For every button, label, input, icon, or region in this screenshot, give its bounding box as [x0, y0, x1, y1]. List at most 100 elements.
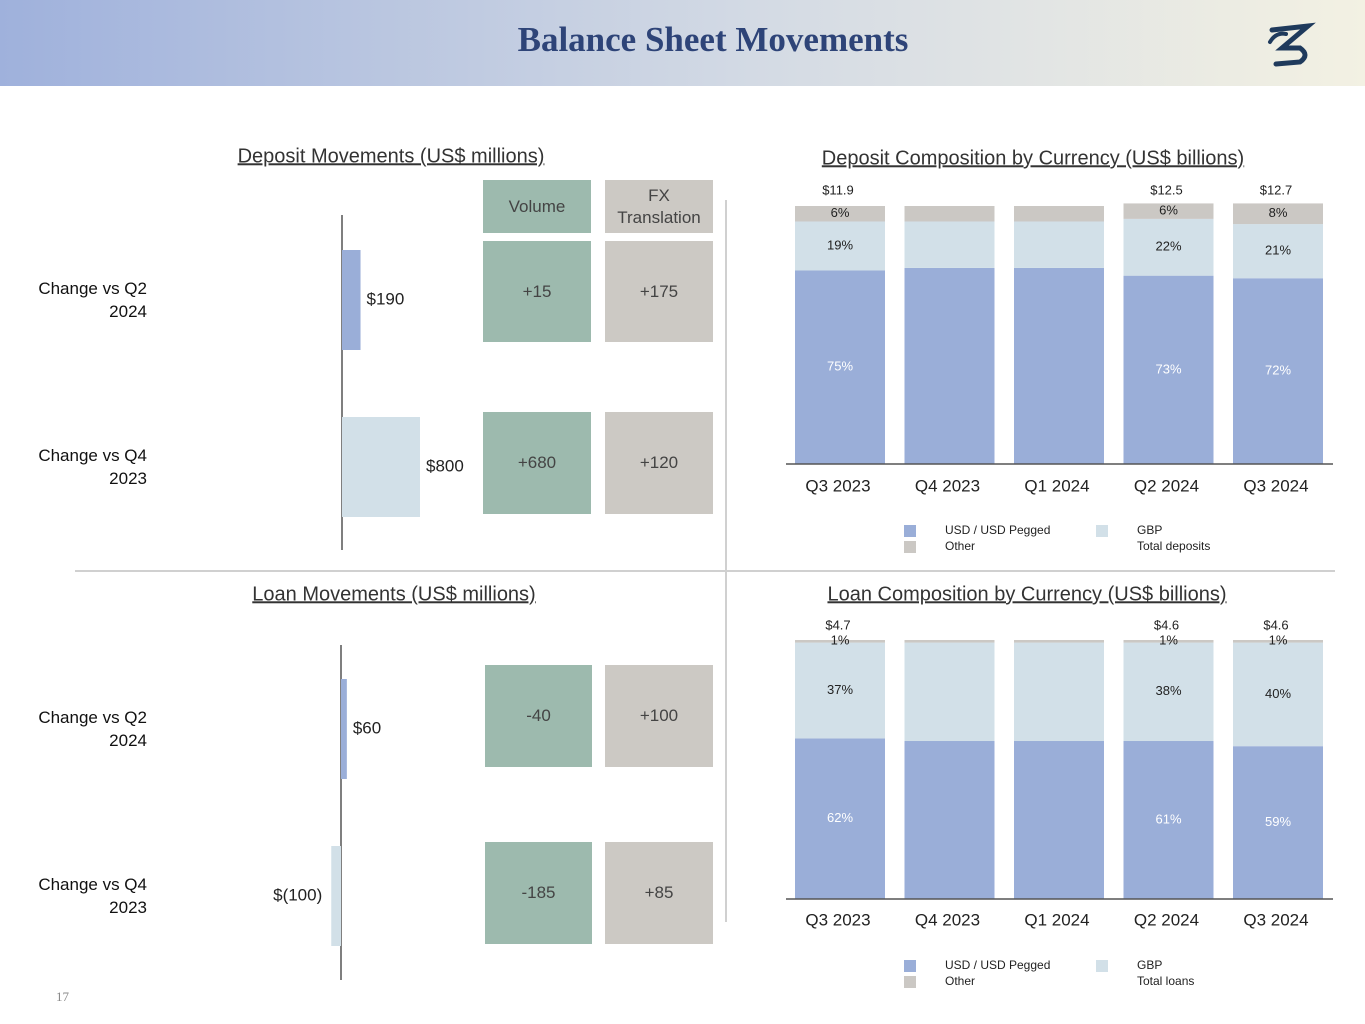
x-tick-label: Q3 2023 — [805, 910, 870, 929]
chart-title: Deposit Composition by Currency (US$ bil… — [822, 147, 1244, 169]
legend-label: USD / USD Pegged — [945, 523, 1050, 537]
data-label: 62% — [827, 810, 853, 825]
bar-segment — [1233, 640, 1323, 643]
legend-label: USD / USD Pegged — [945, 958, 1050, 972]
data-label: 59% — [1265, 814, 1291, 829]
chart-title: Loan Movements (US$ millions) — [252, 583, 535, 605]
bar-segment — [795, 221, 885, 271]
total-label: $12.5 — [1150, 182, 1183, 197]
data-label: 37% — [827, 682, 853, 697]
total-label: $4.7 — [825, 617, 850, 632]
table-cell: +175 — [605, 241, 713, 342]
bar-segment — [904, 267, 995, 464]
bar-segment — [904, 642, 995, 742]
data-label: 75% — [827, 359, 853, 374]
data-label: 22% — [1155, 239, 1181, 254]
table-cell: -185 — [485, 842, 592, 944]
bar-segment — [904, 640, 995, 643]
data-label: 6% — [1159, 203, 1178, 218]
page-number: 17 — [56, 989, 70, 1004]
bar-segment — [1014, 741, 1104, 899]
bar-segment — [1233, 746, 1323, 899]
table-cell: +680 — [483, 412, 591, 514]
value-label: $190 — [367, 289, 405, 308]
bar-segment — [904, 221, 995, 268]
data-label: 1% — [1159, 633, 1178, 648]
data-label: 38% — [1155, 683, 1181, 698]
value-label: $60 — [353, 718, 381, 737]
legend-swatch — [1096, 525, 1108, 537]
bar-segment — [1233, 224, 1323, 279]
bar-segment — [1123, 275, 1214, 464]
bar-segment — [1123, 218, 1214, 276]
x-tick-label: Q3 2023 — [805, 476, 870, 495]
bar-segment — [1014, 640, 1104, 643]
header-band — [0, 0, 1365, 86]
data-label: 1% — [831, 633, 850, 648]
bar-segment — [1014, 206, 1104, 222]
bar-segment — [795, 206, 885, 222]
total-label: $12.7 — [1260, 182, 1293, 197]
value-label: $(100) — [273, 885, 322, 904]
bar-segment — [904, 741, 995, 899]
bar-segment — [1014, 267, 1104, 464]
category-label: Change vs Q2 2024 — [38, 708, 147, 750]
bar-segment — [795, 738, 885, 899]
table-cell: -40 — [485, 665, 592, 767]
legend-label: Total loans — [1137, 974, 1194, 988]
legend-swatch — [904, 541, 916, 553]
chart-title: Deposit Movements (US$ millions) — [238, 145, 545, 167]
total-label: $4.6 — [1263, 617, 1288, 632]
total-label: $11.9 — [822, 182, 854, 197]
bar-segment — [1233, 203, 1323, 225]
category-label: Change vs Q2 2024 — [38, 279, 147, 321]
x-tick-label: Q3 2024 — [1243, 910, 1308, 929]
x-tick-label: Q1 2024 — [1024, 476, 1089, 495]
bar — [342, 417, 420, 517]
x-tick-label: Q2 2024 — [1134, 910, 1199, 929]
x-tick-label: Q2 2024 — [1134, 476, 1199, 495]
data-label: 61% — [1155, 811, 1181, 826]
bar — [341, 679, 347, 779]
bar — [342, 250, 361, 350]
bar-segment — [1123, 203, 1214, 219]
x-tick-label: Q3 2024 — [1243, 476, 1308, 495]
legend-swatch — [1096, 960, 1108, 972]
data-label: 8% — [1269, 205, 1288, 220]
total-label: $4.6 — [1154, 617, 1179, 632]
x-tick-label: Q4 2023 — [915, 476, 980, 495]
bar-segment — [795, 640, 885, 643]
bar-segment — [1123, 741, 1214, 899]
data-label: 1% — [1269, 633, 1288, 648]
table-header: FX Translation — [605, 180, 713, 233]
legend-label: GBP — [1137, 523, 1162, 537]
bar-segment — [1014, 642, 1104, 742]
data-label: 19% — [827, 237, 853, 252]
bar-segment — [795, 270, 885, 464]
table-cell: +15 — [483, 241, 591, 342]
category-label: Change vs Q4 2023 — [38, 446, 147, 488]
bar-segment — [1123, 640, 1214, 643]
legend-swatch — [904, 960, 916, 972]
x-tick-label: Q1 2024 — [1024, 910, 1089, 929]
data-label: 72% — [1265, 363, 1291, 378]
table-cell: +85 — [605, 842, 713, 944]
data-label: 40% — [1265, 686, 1291, 701]
category-label: Change vs Q4 2023 — [38, 875, 147, 917]
bar-segment — [904, 206, 995, 222]
legend-label: GBP — [1137, 958, 1162, 972]
x-tick-label: Q4 2023 — [915, 910, 980, 929]
data-label: 6% — [831, 205, 850, 220]
table-cell: +120 — [605, 412, 713, 514]
bar-segment — [1233, 642, 1323, 747]
table-cell: +100 — [605, 665, 713, 767]
legend-label: Total deposits — [1137, 539, 1210, 553]
chart-title: Loan Composition by Currency (US$ billio… — [827, 583, 1226, 605]
bar-segment — [1233, 278, 1323, 464]
bar — [331, 846, 341, 946]
bar-segment — [1014, 221, 1104, 268]
bar-segment — [1123, 642, 1214, 742]
value-label: $800 — [426, 456, 464, 475]
